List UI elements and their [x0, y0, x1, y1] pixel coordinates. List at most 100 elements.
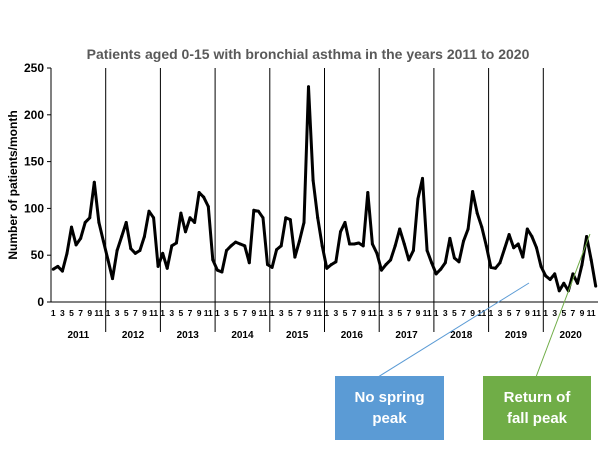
data-point — [320, 244, 324, 248]
data-point — [156, 264, 160, 268]
data-point — [421, 176, 425, 180]
data-point — [389, 258, 393, 262]
data-point — [370, 242, 374, 246]
month-tick-label: 1 — [489, 308, 494, 318]
data-point — [425, 249, 429, 253]
data-point — [489, 265, 493, 269]
y-axis: 0 50 100 150 200 250 — [24, 61, 51, 309]
month-tick-label: 11 — [423, 308, 432, 318]
month-tick-label: 9 — [361, 308, 366, 318]
month-tick-label: 7 — [461, 308, 466, 318]
data-point — [193, 220, 197, 224]
data-point — [416, 197, 420, 201]
data-point — [384, 263, 388, 267]
data-point — [275, 248, 279, 252]
month-tick-label: 9 — [87, 308, 92, 318]
data-point — [443, 261, 447, 265]
data-point — [270, 265, 274, 269]
month-tick-label: 9 — [525, 308, 530, 318]
month-tick-label: 3 — [115, 308, 120, 318]
data-point — [256, 209, 260, 213]
month-tick-label: 7 — [78, 308, 83, 318]
data-point — [466, 227, 470, 231]
data-point — [211, 258, 215, 262]
year-label: 2019 — [505, 330, 528, 341]
year-label: 2013 — [177, 330, 200, 341]
data-point — [297, 239, 301, 243]
month-tick-label: 9 — [416, 308, 421, 318]
data-point — [484, 244, 488, 248]
data-point — [530, 234, 534, 238]
data-point — [507, 233, 511, 237]
data-point — [229, 244, 233, 248]
data-point — [480, 225, 484, 229]
data-point — [302, 220, 306, 224]
data-point — [120, 234, 124, 238]
data-point — [516, 242, 520, 246]
month-tick-label: 5 — [179, 308, 184, 318]
data-point — [448, 236, 452, 240]
data-point — [224, 249, 228, 253]
month-tick-label: 3 — [169, 308, 174, 318]
year-label: 2016 — [341, 330, 364, 341]
data-point — [101, 239, 105, 243]
data-point — [534, 246, 538, 250]
data-point — [238, 242, 242, 246]
month-tick-label: 1 — [379, 308, 384, 318]
month-tick-label: 11 — [532, 308, 541, 318]
year-label: 2015 — [286, 330, 309, 341]
month-tick-label: 7 — [297, 308, 302, 318]
month-tick-label: 1 — [106, 308, 111, 318]
data-point — [174, 241, 178, 245]
month-tick-label: 9 — [142, 308, 147, 318]
data-point — [325, 266, 329, 270]
data-point — [544, 274, 548, 278]
data-point — [589, 258, 593, 262]
year-label: 2017 — [395, 330, 418, 341]
data-point — [361, 244, 365, 248]
month-tick-label: 7 — [406, 308, 411, 318]
year-label: 2020 — [560, 330, 583, 341]
data-point — [79, 236, 83, 240]
data-point — [65, 251, 69, 255]
data-point — [575, 281, 579, 285]
month-tick-label: 7 — [571, 308, 576, 318]
data-point — [179, 211, 183, 215]
month-tick-label: 11 — [313, 308, 322, 318]
data-point — [183, 230, 187, 234]
data-point — [161, 251, 165, 255]
month-tick-label: 9 — [197, 308, 202, 318]
month-tick-label: 1 — [160, 308, 165, 318]
data-point — [585, 234, 589, 238]
data-point — [243, 244, 247, 248]
data-point — [357, 241, 361, 245]
data-point — [493, 266, 497, 270]
month-tick-label: 11 — [204, 308, 213, 318]
month-tick-label: 7 — [242, 308, 247, 318]
data-point — [525, 227, 529, 231]
data-point — [220, 270, 224, 274]
month-tick-label: 1 — [324, 308, 329, 318]
data-point — [375, 251, 379, 255]
year-label: 2012 — [122, 330, 145, 341]
month-tick-label: 7 — [133, 308, 138, 318]
data-point — [111, 277, 115, 281]
year-label: 2018 — [450, 330, 473, 341]
month-tick-label: 1 — [51, 308, 56, 318]
data-point — [266, 263, 270, 267]
data-point — [430, 261, 434, 265]
year-label: 2011 — [67, 330, 89, 341]
data-point — [97, 220, 101, 224]
y-axis-title: Number of patients/month — [6, 110, 20, 259]
month-tick-label: 5 — [343, 308, 348, 318]
data-point — [548, 278, 552, 282]
data-point — [498, 261, 502, 265]
data-point — [452, 256, 456, 260]
y-tick-label: 150 — [24, 155, 44, 169]
data-point — [398, 227, 402, 231]
y-tick-label: 50 — [31, 248, 45, 262]
data-point — [557, 289, 561, 293]
data-point — [293, 255, 297, 259]
month-tick-label: 3 — [60, 308, 65, 318]
data-point — [402, 242, 406, 246]
